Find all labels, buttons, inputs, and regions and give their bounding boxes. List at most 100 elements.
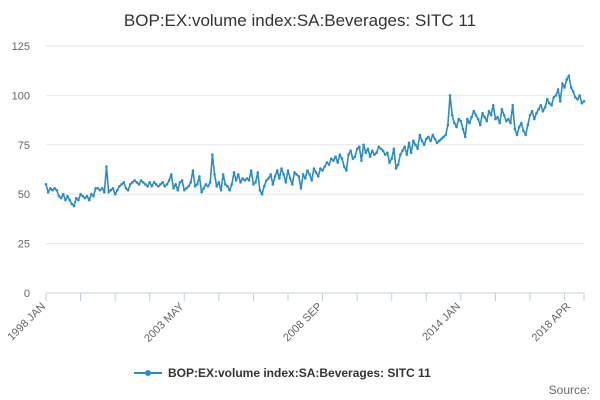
data-point[interactable] <box>435 141 439 145</box>
series-path[interactable] <box>45 74 585 207</box>
data-point[interactable] <box>252 183 255 186</box>
data-point[interactable] <box>368 155 372 158</box>
data-point[interactable] <box>403 145 406 149</box>
data-point[interactable] <box>182 188 186 192</box>
data-point[interactable] <box>552 96 556 99</box>
data-point[interactable] <box>232 171 236 174</box>
data-point[interactable] <box>390 157 394 160</box>
data-point[interactable] <box>204 183 208 186</box>
data-point[interactable] <box>481 111 484 115</box>
data-point[interactable] <box>511 103 514 107</box>
data-point[interactable] <box>543 105 547 109</box>
data-point[interactable] <box>224 183 227 186</box>
data-point[interactable] <box>198 175 201 178</box>
data-point[interactable] <box>316 175 320 178</box>
data-point[interactable] <box>51 188 54 192</box>
data-point[interactable] <box>370 149 374 153</box>
data-point[interactable] <box>72 204 76 208</box>
data-point[interactable] <box>535 111 538 115</box>
data-point[interactable] <box>457 117 460 121</box>
data-point[interactable] <box>273 175 277 178</box>
data-point[interactable] <box>64 198 67 202</box>
data-point[interactable] <box>396 163 400 166</box>
data-point[interactable] <box>407 141 411 145</box>
data-point[interactable] <box>472 109 476 113</box>
data-point[interactable] <box>386 151 389 154</box>
data-point[interactable] <box>455 125 458 129</box>
data-point[interactable] <box>191 169 195 172</box>
data-point[interactable] <box>239 181 242 184</box>
data-point[interactable] <box>530 109 534 113</box>
data-point[interactable] <box>167 179 171 182</box>
data-point[interactable] <box>483 115 486 119</box>
data-point[interactable] <box>165 183 169 186</box>
data-point[interactable] <box>563 86 566 89</box>
data-point[interactable] <box>278 177 281 180</box>
data-point[interactable] <box>46 190 50 194</box>
data-point[interactable] <box>485 119 489 123</box>
data-point[interactable] <box>154 183 158 186</box>
data-point[interactable] <box>338 153 342 156</box>
data-point[interactable] <box>308 173 311 176</box>
data-point[interactable] <box>561 82 564 85</box>
data-point[interactable] <box>299 186 303 190</box>
data-point[interactable] <box>206 185 210 188</box>
data-point[interactable] <box>262 185 266 188</box>
data-point[interactable] <box>83 196 87 200</box>
data-point[interactable] <box>500 107 504 111</box>
data-point[interactable] <box>498 121 502 125</box>
data-point[interactable] <box>582 100 586 103</box>
data-point[interactable] <box>504 119 508 123</box>
data-point[interactable] <box>237 173 240 176</box>
data-point[interactable] <box>340 157 344 160</box>
data-point[interactable] <box>152 181 156 184</box>
data-point[interactable] <box>249 169 253 172</box>
data-point[interactable] <box>416 147 419 151</box>
data-point[interactable] <box>418 133 422 137</box>
data-point[interactable] <box>424 137 428 141</box>
data-point[interactable] <box>297 175 301 178</box>
data-point[interactable] <box>366 147 370 151</box>
data-point[interactable] <box>364 151 368 154</box>
data-point[interactable] <box>291 183 294 186</box>
data-point[interactable] <box>98 188 102 192</box>
data-point[interactable] <box>107 190 110 194</box>
data-point[interactable] <box>96 186 100 190</box>
data-point[interactable] <box>375 151 378 154</box>
data-point[interactable] <box>243 179 247 182</box>
data-point[interactable] <box>211 153 214 156</box>
data-point[interactable] <box>450 113 454 117</box>
data-point[interactable] <box>459 119 463 123</box>
data-point[interactable] <box>327 163 331 166</box>
data-point[interactable] <box>59 196 63 200</box>
data-point[interactable] <box>496 115 499 119</box>
data-point[interactable] <box>550 103 553 107</box>
data-point[interactable] <box>137 183 141 186</box>
data-point[interactable] <box>87 198 91 202</box>
data-point[interactable] <box>515 133 519 137</box>
data-point[interactable] <box>150 185 154 188</box>
data-point[interactable] <box>258 188 262 192</box>
data-point[interactable] <box>580 102 584 105</box>
data-point[interactable] <box>565 78 569 81</box>
data-point[interactable] <box>470 115 473 119</box>
data-point[interactable] <box>310 179 314 182</box>
data-point[interactable] <box>537 107 540 111</box>
data-point[interactable] <box>478 123 482 127</box>
data-point[interactable] <box>578 94 581 97</box>
data-point[interactable] <box>314 171 318 174</box>
data-point[interactable] <box>200 190 203 194</box>
data-point[interactable] <box>528 113 532 117</box>
data-point[interactable] <box>476 117 480 121</box>
data-point[interactable] <box>228 188 231 192</box>
data-point[interactable] <box>79 192 82 196</box>
data-point[interactable] <box>353 155 357 158</box>
data-point[interactable] <box>105 165 108 168</box>
data-point[interactable] <box>135 181 139 184</box>
data-point[interactable] <box>448 94 452 97</box>
data-point[interactable] <box>433 137 437 141</box>
data-point[interactable] <box>176 188 180 192</box>
data-point[interactable] <box>383 153 387 156</box>
data-point[interactable] <box>241 177 244 180</box>
data-point[interactable] <box>554 94 558 97</box>
